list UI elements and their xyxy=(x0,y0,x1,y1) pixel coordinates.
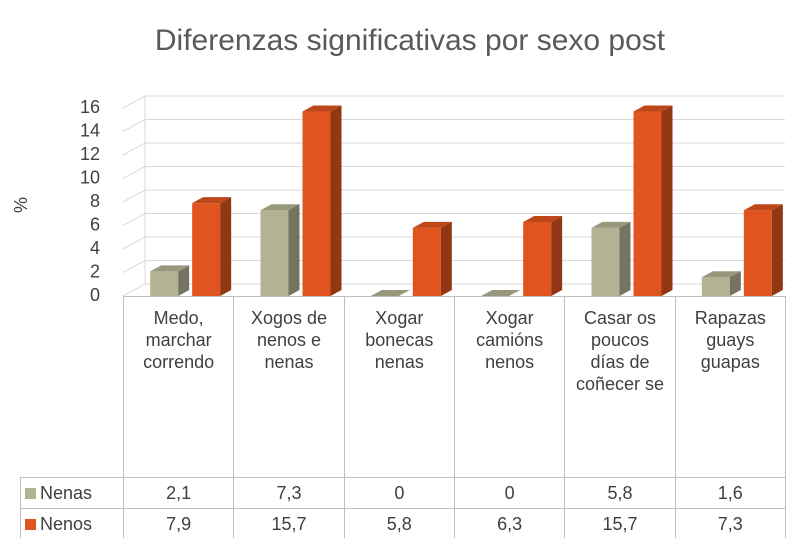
value-label: 5,8 xyxy=(564,477,676,509)
bar-front xyxy=(701,277,730,296)
value-label: 15,7 xyxy=(564,508,676,538)
y-tick-label: 14 xyxy=(80,120,100,140)
bar-side xyxy=(661,105,673,297)
legend-cell: Nenas xyxy=(20,477,124,509)
bar-top xyxy=(412,221,452,228)
legend-swatch xyxy=(25,487,36,499)
y-tick-label: 4 xyxy=(90,238,100,258)
grid-line xyxy=(122,142,785,156)
bar xyxy=(260,204,300,296)
series-row: Nenas 2,1 7,3 0 0 5,8 1,6 xyxy=(20,477,786,509)
bar xyxy=(412,221,452,296)
bar-top xyxy=(370,290,410,296)
bar-top xyxy=(260,204,300,211)
y-tick-label: 6 xyxy=(90,214,100,234)
y-tick-label: 8 xyxy=(90,191,100,211)
value-label: 7,3 xyxy=(674,508,786,538)
bar xyxy=(633,105,673,297)
value-label: 6,3 xyxy=(453,508,566,538)
legend-label: Nenos xyxy=(40,513,93,534)
x-tick-label: Xogar camións nenos xyxy=(453,296,566,478)
value-label: 7,9 xyxy=(122,508,235,538)
legend-swatch xyxy=(25,518,36,530)
bar-side xyxy=(220,197,232,296)
category-row: Medo, marchar correndo Xogos de nenos e n… xyxy=(20,296,786,478)
bar-front xyxy=(150,271,179,296)
bar-side xyxy=(551,215,563,296)
value-label: 0 xyxy=(343,477,455,509)
bar-front xyxy=(192,203,221,296)
y-axis-label: % xyxy=(11,197,31,213)
y-tick-label: 10 xyxy=(80,167,100,187)
grid-line xyxy=(122,119,785,132)
x-tick-label: Medo, marchar correndo xyxy=(122,296,235,478)
bar xyxy=(370,290,410,296)
series-row: Nenos 7,9 15,7 5,8 6,3 15,7 7,3 xyxy=(20,508,786,538)
bar-side xyxy=(330,105,342,297)
value-label: 0 xyxy=(453,477,566,509)
data-table: Medo, marchar correndo Xogos de nenos e n… xyxy=(20,296,786,538)
bar-top xyxy=(150,265,190,272)
grid-line xyxy=(122,95,785,109)
bar xyxy=(192,197,232,296)
bar-top xyxy=(481,290,521,296)
bar-top xyxy=(591,221,631,228)
legend-label: Nenas xyxy=(40,482,93,503)
bar xyxy=(150,265,190,296)
x-tick-label: Xogar bonecas nenas xyxy=(343,296,455,478)
bar-top xyxy=(302,105,342,112)
bar-front xyxy=(260,210,289,296)
y-tick-label: 12 xyxy=(80,144,100,164)
bar-side xyxy=(771,204,783,296)
bar-top xyxy=(743,204,783,211)
bar-side xyxy=(178,265,190,296)
bar-front xyxy=(633,111,662,297)
chart-title: Diferenzas significativas por sexo post xyxy=(155,24,666,57)
value-label: 7,3 xyxy=(233,477,345,509)
bar-front xyxy=(412,227,441,296)
bar xyxy=(701,271,741,296)
bar xyxy=(523,215,563,296)
bar-side xyxy=(619,221,631,296)
bar-side xyxy=(440,221,452,296)
value-label: 5,8 xyxy=(343,508,455,538)
bar-front xyxy=(523,221,552,296)
blank-cell xyxy=(20,296,124,478)
value-label: 2,1 xyxy=(122,477,235,509)
bar-front xyxy=(302,111,331,297)
bar xyxy=(591,221,631,296)
bar-side xyxy=(288,204,300,296)
bar xyxy=(481,290,521,296)
value-label: 1,6 xyxy=(674,477,786,509)
x-tick-label: Casar os poucos días de coñecer se xyxy=(564,296,676,478)
bar-top xyxy=(192,197,232,204)
bar-top xyxy=(701,271,741,278)
grid-line xyxy=(122,166,785,179)
bar xyxy=(302,105,342,297)
bar-front xyxy=(591,227,620,296)
legend-cell: Nenos xyxy=(20,508,124,538)
value-label: 15,7 xyxy=(233,508,345,538)
x-tick-label: Rapazas guays guapas xyxy=(674,296,786,478)
bar xyxy=(743,204,783,296)
y-tick-label: 2 xyxy=(90,261,100,281)
x-tick-label: Xogos de nenos e nenas xyxy=(233,296,345,478)
bar-top xyxy=(633,105,673,112)
bar-side xyxy=(729,271,741,296)
y-tick-label: 0 xyxy=(90,285,100,305)
y-tick-label: 16 xyxy=(80,97,100,117)
bar-front xyxy=(743,210,772,296)
bar-top xyxy=(523,215,563,222)
